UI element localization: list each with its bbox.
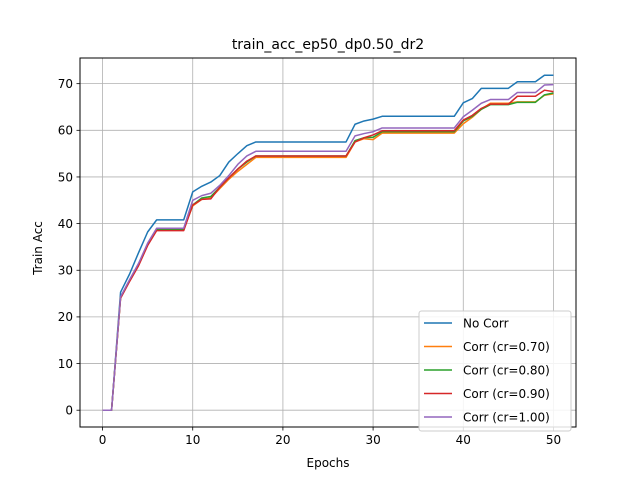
series-lines <box>102 74 554 411</box>
chart-title: train_acc_ep50_dp0.50_dr2 <box>232 37 424 53</box>
y-tick-label: 40 <box>58 217 73 231</box>
y-axis-title: Train Acc <box>31 221 45 276</box>
axis-ticks: 0 10 20 30 40 50 0 10 20 30 40 50 60 70 <box>58 77 561 447</box>
x-tick-label: 0 <box>99 433 107 447</box>
y-tick-label: 30 <box>58 264 73 278</box>
series-line-4 <box>102 89 554 411</box>
y-tick-label: 0 <box>65 404 73 418</box>
series-line-5 <box>102 83 554 411</box>
legend-label-4: Corr (cr=0.90) <box>463 387 550 401</box>
legend-label-1: No Corr <box>463 316 509 330</box>
legend: No Corr Corr (cr=0.70) Corr (cr=0.80) Corr … <box>418 310 572 432</box>
x-tick-label: 40 <box>456 433 471 447</box>
legend-label-3: Corr (cr=0.80) <box>463 363 550 377</box>
x-tick-label: 20 <box>275 433 290 447</box>
y-tick-label: 60 <box>58 124 73 138</box>
y-tick-label: 20 <box>58 310 73 324</box>
legend-label-5: Corr (cr=1.00) <box>463 410 550 424</box>
x-axis-title: Epochs <box>307 456 350 470</box>
plot-frame <box>79 57 577 428</box>
x-tick-label: 50 <box>546 433 561 447</box>
y-tick-label: 50 <box>58 170 73 184</box>
legend-label-2: Corr (cr=0.70) <box>463 340 550 354</box>
x-tick-label: 10 <box>185 433 200 447</box>
series-line-1 <box>102 74 554 411</box>
legend-box <box>418 310 572 432</box>
grid <box>80 58 576 427</box>
y-tick-label: 70 <box>58 77 73 91</box>
x-tick-label: 30 <box>365 433 380 447</box>
y-tick-label: 10 <box>58 357 73 371</box>
